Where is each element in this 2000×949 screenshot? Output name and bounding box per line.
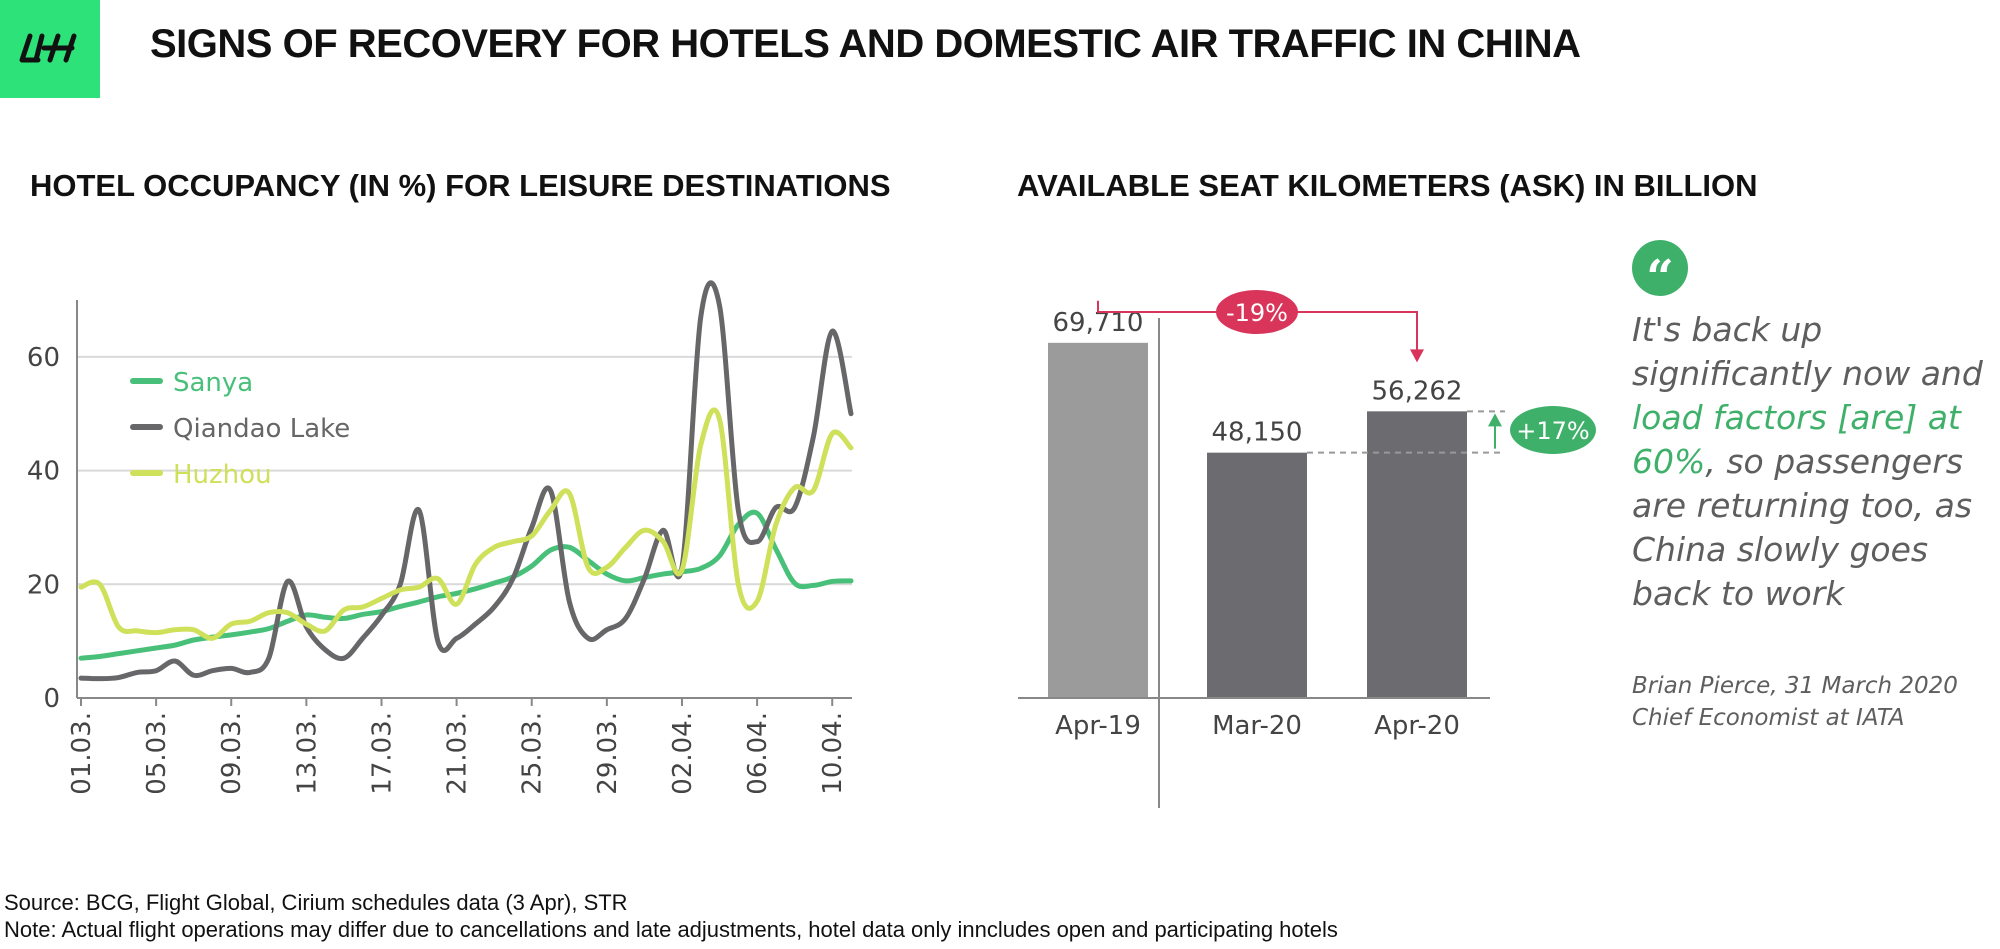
bar-value-label: 56,262 [1372, 376, 1463, 406]
page-title: SIGNS OF RECOVERY FOR HOTELS AND DOMESTI… [150, 22, 1581, 66]
bar [1048, 342, 1148, 698]
x-tick-label: 29.03. [593, 712, 623, 795]
x-tick-label: 05.03. [142, 712, 172, 795]
series-line-huzhou [78, 407, 854, 641]
x-tick-label: 25.03. [518, 712, 548, 795]
quote-text: It's back up significantly now and load … [1632, 308, 2000, 616]
quote-part-1: It's back up significantly now and [1632, 310, 1983, 393]
x-tick-label: 06.04. [743, 712, 773, 795]
quote-author: Brian Pierce, 31 March 2020 [1632, 673, 1958, 699]
lh-logo-icon [19, 33, 77, 63]
quote-attribution: Brian Pierce, 31 March 2020 Chief Econom… [1632, 670, 1958, 734]
change-badge-label: -19% [1226, 299, 1288, 327]
logo [0, 0, 100, 98]
bar [1207, 452, 1307, 698]
y-tick-label: 60 [27, 343, 60, 373]
x-tick-label: Apr-19 [1055, 711, 1141, 741]
x-tick-label: 17.03. [367, 712, 397, 795]
series-line-qiandao-lake [78, 280, 854, 682]
bar-value-label: 48,150 [1212, 418, 1303, 448]
legend-label: Qiandao Lake [173, 414, 350, 444]
growth-badge-label: +17% [1516, 417, 1589, 445]
x-tick-label: 13.03. [292, 712, 322, 795]
source-note: Source: BCG, Flight Global, Cirium sched… [4, 890, 628, 915]
line-chart-title: HOTEL OCCUPANCY (IN %) FOR LEISURE DESTI… [30, 168, 891, 203]
x-tick-label: 09.03. [217, 712, 247, 795]
legend-label: Sanya [173, 368, 253, 398]
y-tick-label: 20 [27, 570, 60, 600]
x-tick-label: 21.03. [443, 712, 473, 795]
change-badge [1216, 290, 1298, 334]
quote-highlight: load factors [are] at 60% [1632, 398, 1961, 481]
x-tick-label: 10.04. [818, 712, 848, 795]
quote-part-2: , so passengers are returning too, as Ch… [1632, 442, 1973, 613]
growth-badge [1510, 405, 1596, 454]
y-tick-label: 0 [43, 684, 60, 714]
x-tick-label: Apr-20 [1374, 711, 1460, 741]
x-tick-label: 01.03. [67, 712, 97, 795]
legend-label: Huzhou [173, 460, 272, 490]
quote-author-role: Chief Economist at IATA [1632, 705, 1905, 731]
x-tick-label: 02.04. [668, 712, 698, 795]
bar-chart-title: AVAILABLE SEAT KILOMETERS (ASK) IN BILLI… [1017, 168, 1758, 203]
footnote: Note: Actual flight operations may diffe… [4, 917, 1338, 942]
y-tick-label: 40 [27, 457, 60, 487]
quote-mark-icon: “ [1632, 240, 1688, 306]
arrow-up-icon [1488, 413, 1502, 427]
bar [1367, 411, 1467, 698]
x-tick-label: Mar-20 [1212, 711, 1302, 741]
arrow-down-icon [1410, 349, 1424, 363]
